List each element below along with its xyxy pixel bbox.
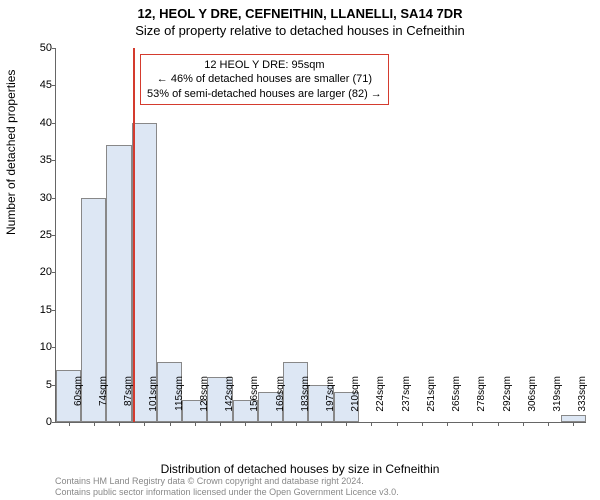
x-tick-label: 278sqm (476, 376, 487, 426)
x-tick-label: 251sqm (426, 376, 437, 426)
x-tick-label: 183sqm (300, 376, 311, 426)
x-tick-label: 306sqm (527, 376, 538, 426)
x-tick-label: 115sqm (174, 376, 185, 426)
x-tick-mark (422, 422, 423, 426)
x-tick-label: 292sqm (502, 376, 513, 426)
x-tick-label: 156sqm (249, 376, 260, 426)
x-tick-label: 224sqm (375, 376, 386, 426)
y-tick-label: 40 (22, 117, 52, 129)
y-tick-mark (52, 272, 56, 273)
x-tick-mark (144, 422, 145, 426)
y-tick-mark (52, 347, 56, 348)
x-tick-label: 210sqm (350, 376, 361, 426)
histogram-chart: 12 HEOL Y DRE: 95sqm← 46% of detached ho… (55, 48, 586, 423)
x-tick-label: 74sqm (98, 376, 109, 426)
x-tick-label: 60sqm (73, 376, 84, 426)
y-tick-label: 25 (22, 229, 52, 241)
x-tick-mark (548, 422, 549, 426)
x-tick-mark (94, 422, 95, 426)
y-tick-label: 20 (22, 266, 52, 278)
y-tick-mark (52, 310, 56, 311)
x-tick-mark (472, 422, 473, 426)
footer-line2: Contains public sector information licen… (55, 487, 399, 498)
y-tick-label: 30 (22, 192, 52, 204)
callout-line3: 53% of semi-detached houses are larger (… (147, 87, 382, 101)
y-tick-label: 0 (22, 416, 52, 428)
x-tick-mark (371, 422, 372, 426)
footer-attribution: Contains HM Land Registry data © Crown c… (55, 476, 399, 498)
y-axis-label: Number of detached properties (4, 70, 18, 235)
x-tick-mark (195, 422, 196, 426)
x-tick-label: 265sqm (451, 376, 462, 426)
x-tick-label: 101sqm (148, 376, 159, 426)
y-tick-mark (52, 385, 56, 386)
x-tick-mark (523, 422, 524, 426)
x-tick-label: 319sqm (552, 376, 563, 426)
x-tick-mark (573, 422, 574, 426)
callout-line1: 12 HEOL Y DRE: 95sqm (147, 58, 382, 72)
callout-line2: ← 46% of detached houses are smaller (71… (147, 72, 382, 86)
x-tick-mark (321, 422, 322, 426)
x-tick-mark (69, 422, 70, 426)
x-tick-mark (245, 422, 246, 426)
x-tick-mark (498, 422, 499, 426)
x-tick-mark (296, 422, 297, 426)
x-tick-label: 333sqm (577, 376, 588, 426)
property-callout: 12 HEOL Y DRE: 95sqm← 46% of detached ho… (140, 54, 389, 105)
x-axis-label: Distribution of detached houses by size … (0, 462, 600, 476)
x-tick-label: 142sqm (224, 376, 235, 426)
page-title-desc: Size of property relative to detached ho… (0, 21, 600, 38)
x-tick-label: 169sqm (275, 376, 286, 426)
footer-line1: Contains HM Land Registry data © Crown c… (55, 476, 399, 487)
y-tick-label: 50 (22, 42, 52, 54)
x-tick-label: 87sqm (123, 376, 134, 426)
x-tick-mark (346, 422, 347, 426)
y-tick-mark (52, 422, 56, 423)
x-tick-label: 237sqm (401, 376, 412, 426)
x-tick-mark (447, 422, 448, 426)
y-tick-label: 5 (22, 379, 52, 391)
page-title-address: 12, HEOL Y DRE, CEFNEITHIN, LLANELLI, SA… (0, 0, 600, 21)
y-tick-mark (52, 198, 56, 199)
y-tick-label: 15 (22, 304, 52, 316)
property-marker-line (133, 48, 135, 422)
x-tick-mark (170, 422, 171, 426)
x-tick-mark (397, 422, 398, 426)
x-tick-label: 128sqm (199, 376, 210, 426)
y-tick-mark (52, 48, 56, 49)
x-tick-mark (271, 422, 272, 426)
y-tick-label: 10 (22, 341, 52, 353)
y-tick-label: 35 (22, 154, 52, 166)
y-tick-mark (52, 235, 56, 236)
x-tick-mark (119, 422, 120, 426)
x-tick-label: 197sqm (325, 376, 336, 426)
y-tick-mark (52, 123, 56, 124)
y-tick-mark (52, 85, 56, 86)
x-tick-mark (220, 422, 221, 426)
y-tick-mark (52, 160, 56, 161)
y-tick-label: 45 (22, 79, 52, 91)
